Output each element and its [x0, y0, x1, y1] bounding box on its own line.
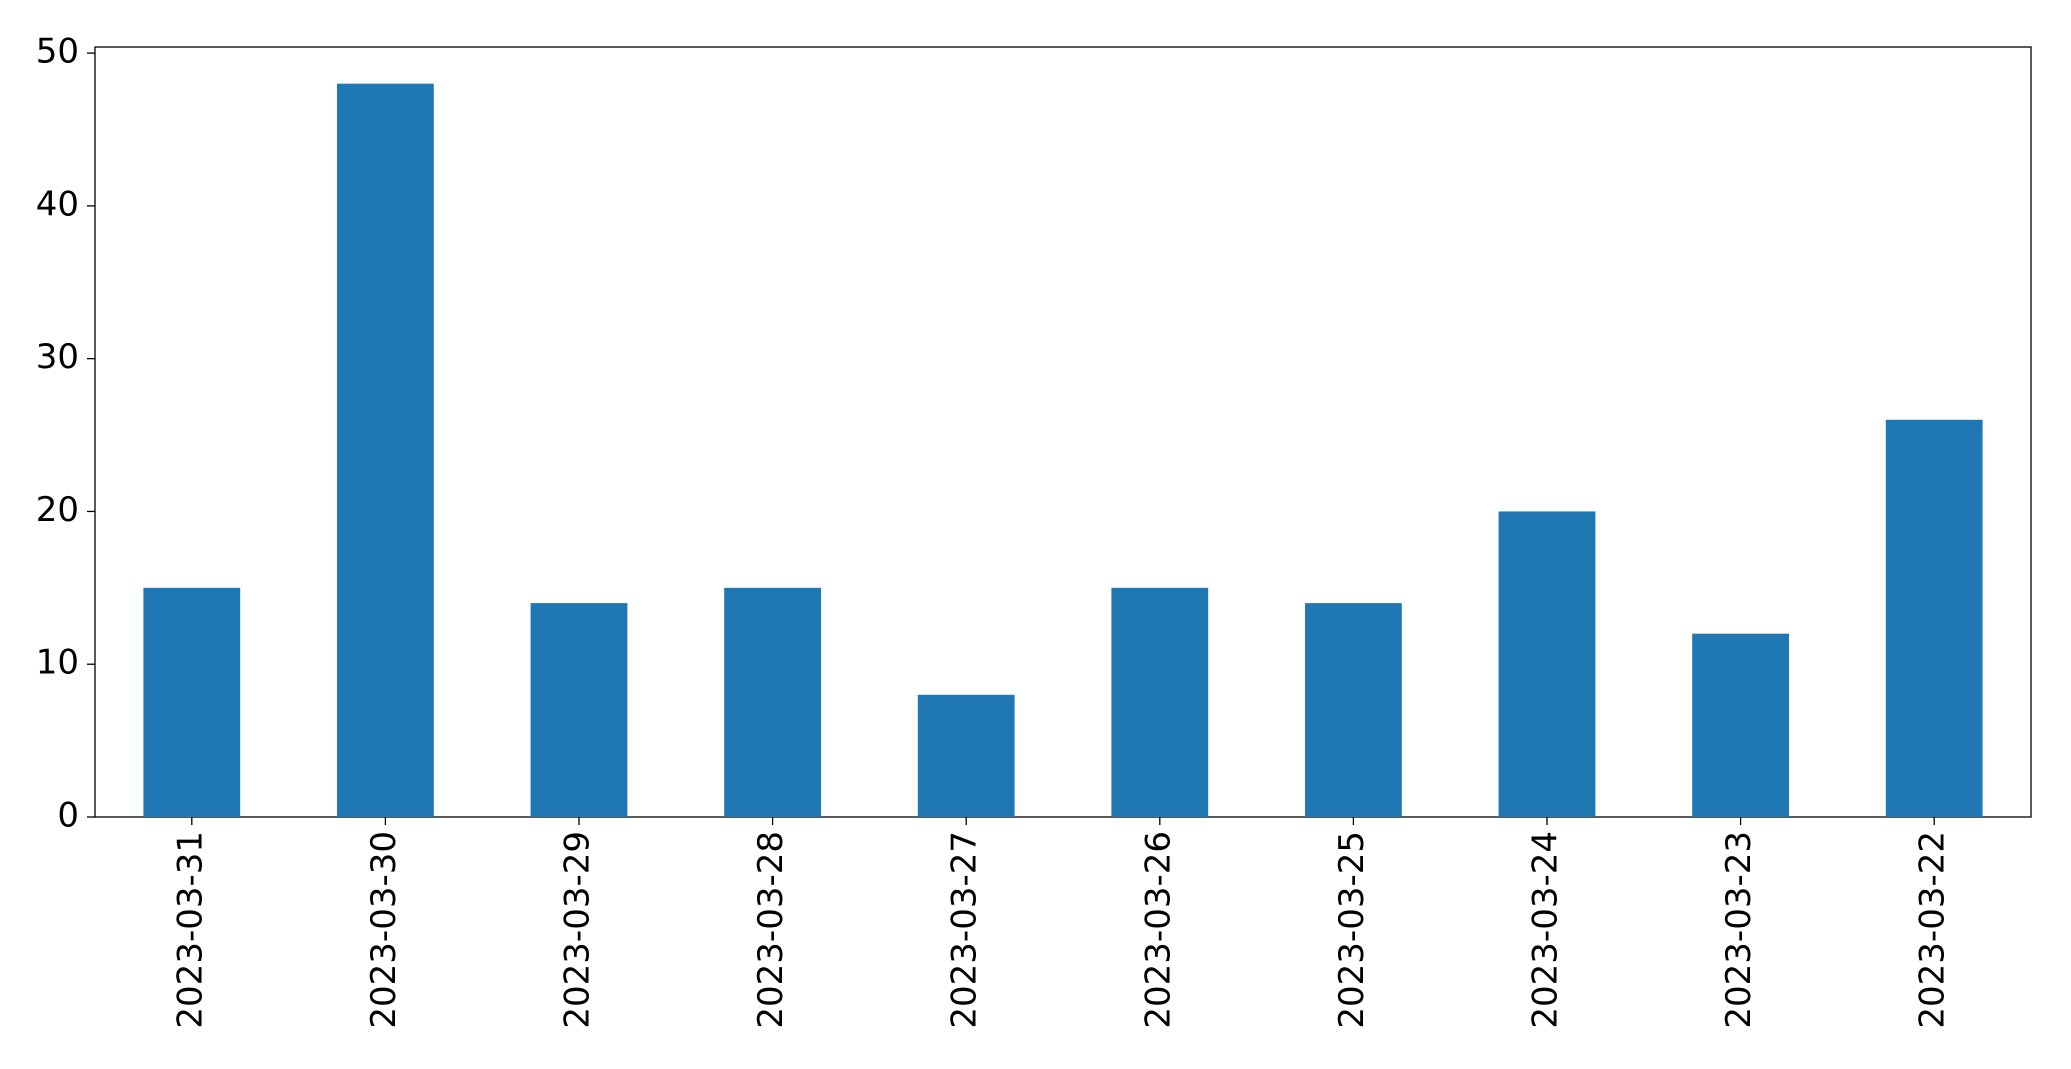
y-tick-label: 30: [36, 337, 79, 377]
x-tick-label: 2023-03-30: [364, 831, 404, 1029]
x-tick-label: 2023-03-22: [1913, 831, 1953, 1029]
bar: [1305, 603, 1402, 817]
bar: [337, 83, 434, 817]
y-tick-label: 50: [36, 32, 79, 72]
y-tick-label: 40: [36, 184, 79, 224]
plot-frame: [94, 46, 2032, 818]
bar: [143, 587, 241, 817]
x-tick-label: 2023-03-24: [1526, 831, 1566, 1029]
y-tick-label: 20: [36, 490, 79, 530]
bar: [1692, 633, 1789, 817]
x-tick-label: 2023-03-31: [170, 831, 210, 1029]
x-tick-label: 2023-03-23: [1719, 831, 1759, 1029]
bar: [917, 694, 1015, 817]
bar: [1498, 511, 1596, 817]
bar: [1885, 419, 1983, 817]
y-tick-label: 0: [57, 796, 79, 836]
y-tick-label: 10: [36, 643, 79, 683]
x-tick-label: 2023-03-26: [1138, 831, 1178, 1029]
bar: [1111, 587, 1209, 817]
x-tick-label: 2023-03-28: [751, 831, 791, 1029]
x-tick-label: 2023-03-25: [1332, 831, 1372, 1029]
x-tick-label: 2023-03-27: [945, 831, 985, 1029]
x-tick-label: 2023-03-29: [558, 831, 598, 1029]
bar: [530, 603, 628, 817]
bar: [724, 587, 821, 817]
